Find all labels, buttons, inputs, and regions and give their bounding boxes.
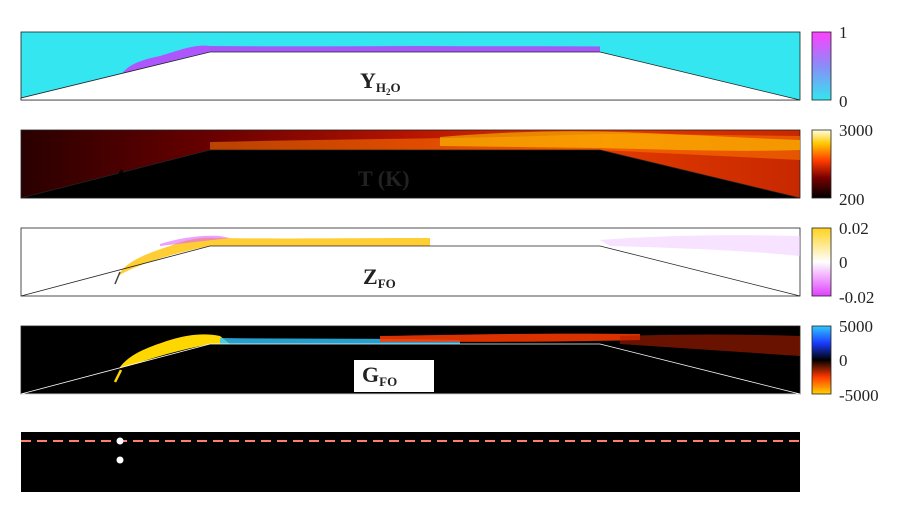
- bottom-dot-lower: [116, 456, 124, 464]
- h2o-cb-max: 1: [839, 23, 848, 42]
- h2o-colorbar: [811, 31, 832, 101]
- panel-gfo: GFO 5000 0 -5000: [20, 317, 879, 405]
- h2o-cb-min: 0: [839, 92, 848, 111]
- gfo-cb-mid: 0: [839, 351, 848, 370]
- panel-temperature: T (K) 3000 200: [20, 121, 873, 209]
- gfo-wake: [620, 334, 800, 356]
- gfo-cb-max: 5000: [839, 317, 873, 336]
- panel-zfo: ZFO 0.02 0 -0.02: [20, 219, 874, 307]
- t-label: T (K): [358, 166, 410, 191]
- gfo-shear-red: [380, 333, 640, 342]
- zfo-cb-min: -0.02: [839, 288, 874, 307]
- gfo-colorbar: [811, 325, 832, 395]
- t-cb-min: 200: [839, 190, 865, 209]
- zfo-jet: [118, 237, 430, 276]
- t-colorbar: [811, 129, 832, 199]
- gfo-cb-min: -5000: [839, 386, 879, 405]
- t-flame-hot: [440, 131, 800, 151]
- zfo-cb-max: 0.02: [839, 219, 869, 238]
- t-injector: [113, 169, 124, 187]
- panel-bottom: [21, 432, 800, 492]
- zfo-cb-mid: 0: [839, 253, 848, 272]
- t-cb-max: 3000: [839, 121, 873, 140]
- t-wall: [20, 149, 801, 199]
- zfo-wall: [20, 245, 801, 297]
- zfo-jet-edge: [160, 235, 230, 246]
- h2o-label: YH2O: [360, 68, 401, 97]
- bottom-dot-upper: [116, 437, 124, 445]
- h2o-jet-speckle: [210, 46, 600, 51]
- zfo-wake: [600, 235, 800, 256]
- gfo-label-bg: [354, 360, 434, 392]
- zfo-label: ZFO: [363, 264, 396, 291]
- gfo-injector: [113, 369, 123, 383]
- gfo-jet: [117, 334, 230, 372]
- h2o-wall: [20, 51, 801, 101]
- panel-h2o: YH2O 1 0: [20, 23, 848, 111]
- zfo-colorbar: [811, 227, 832, 297]
- zfo-injector: [114, 271, 121, 285]
- gfo-label: GFO: [362, 362, 397, 389]
